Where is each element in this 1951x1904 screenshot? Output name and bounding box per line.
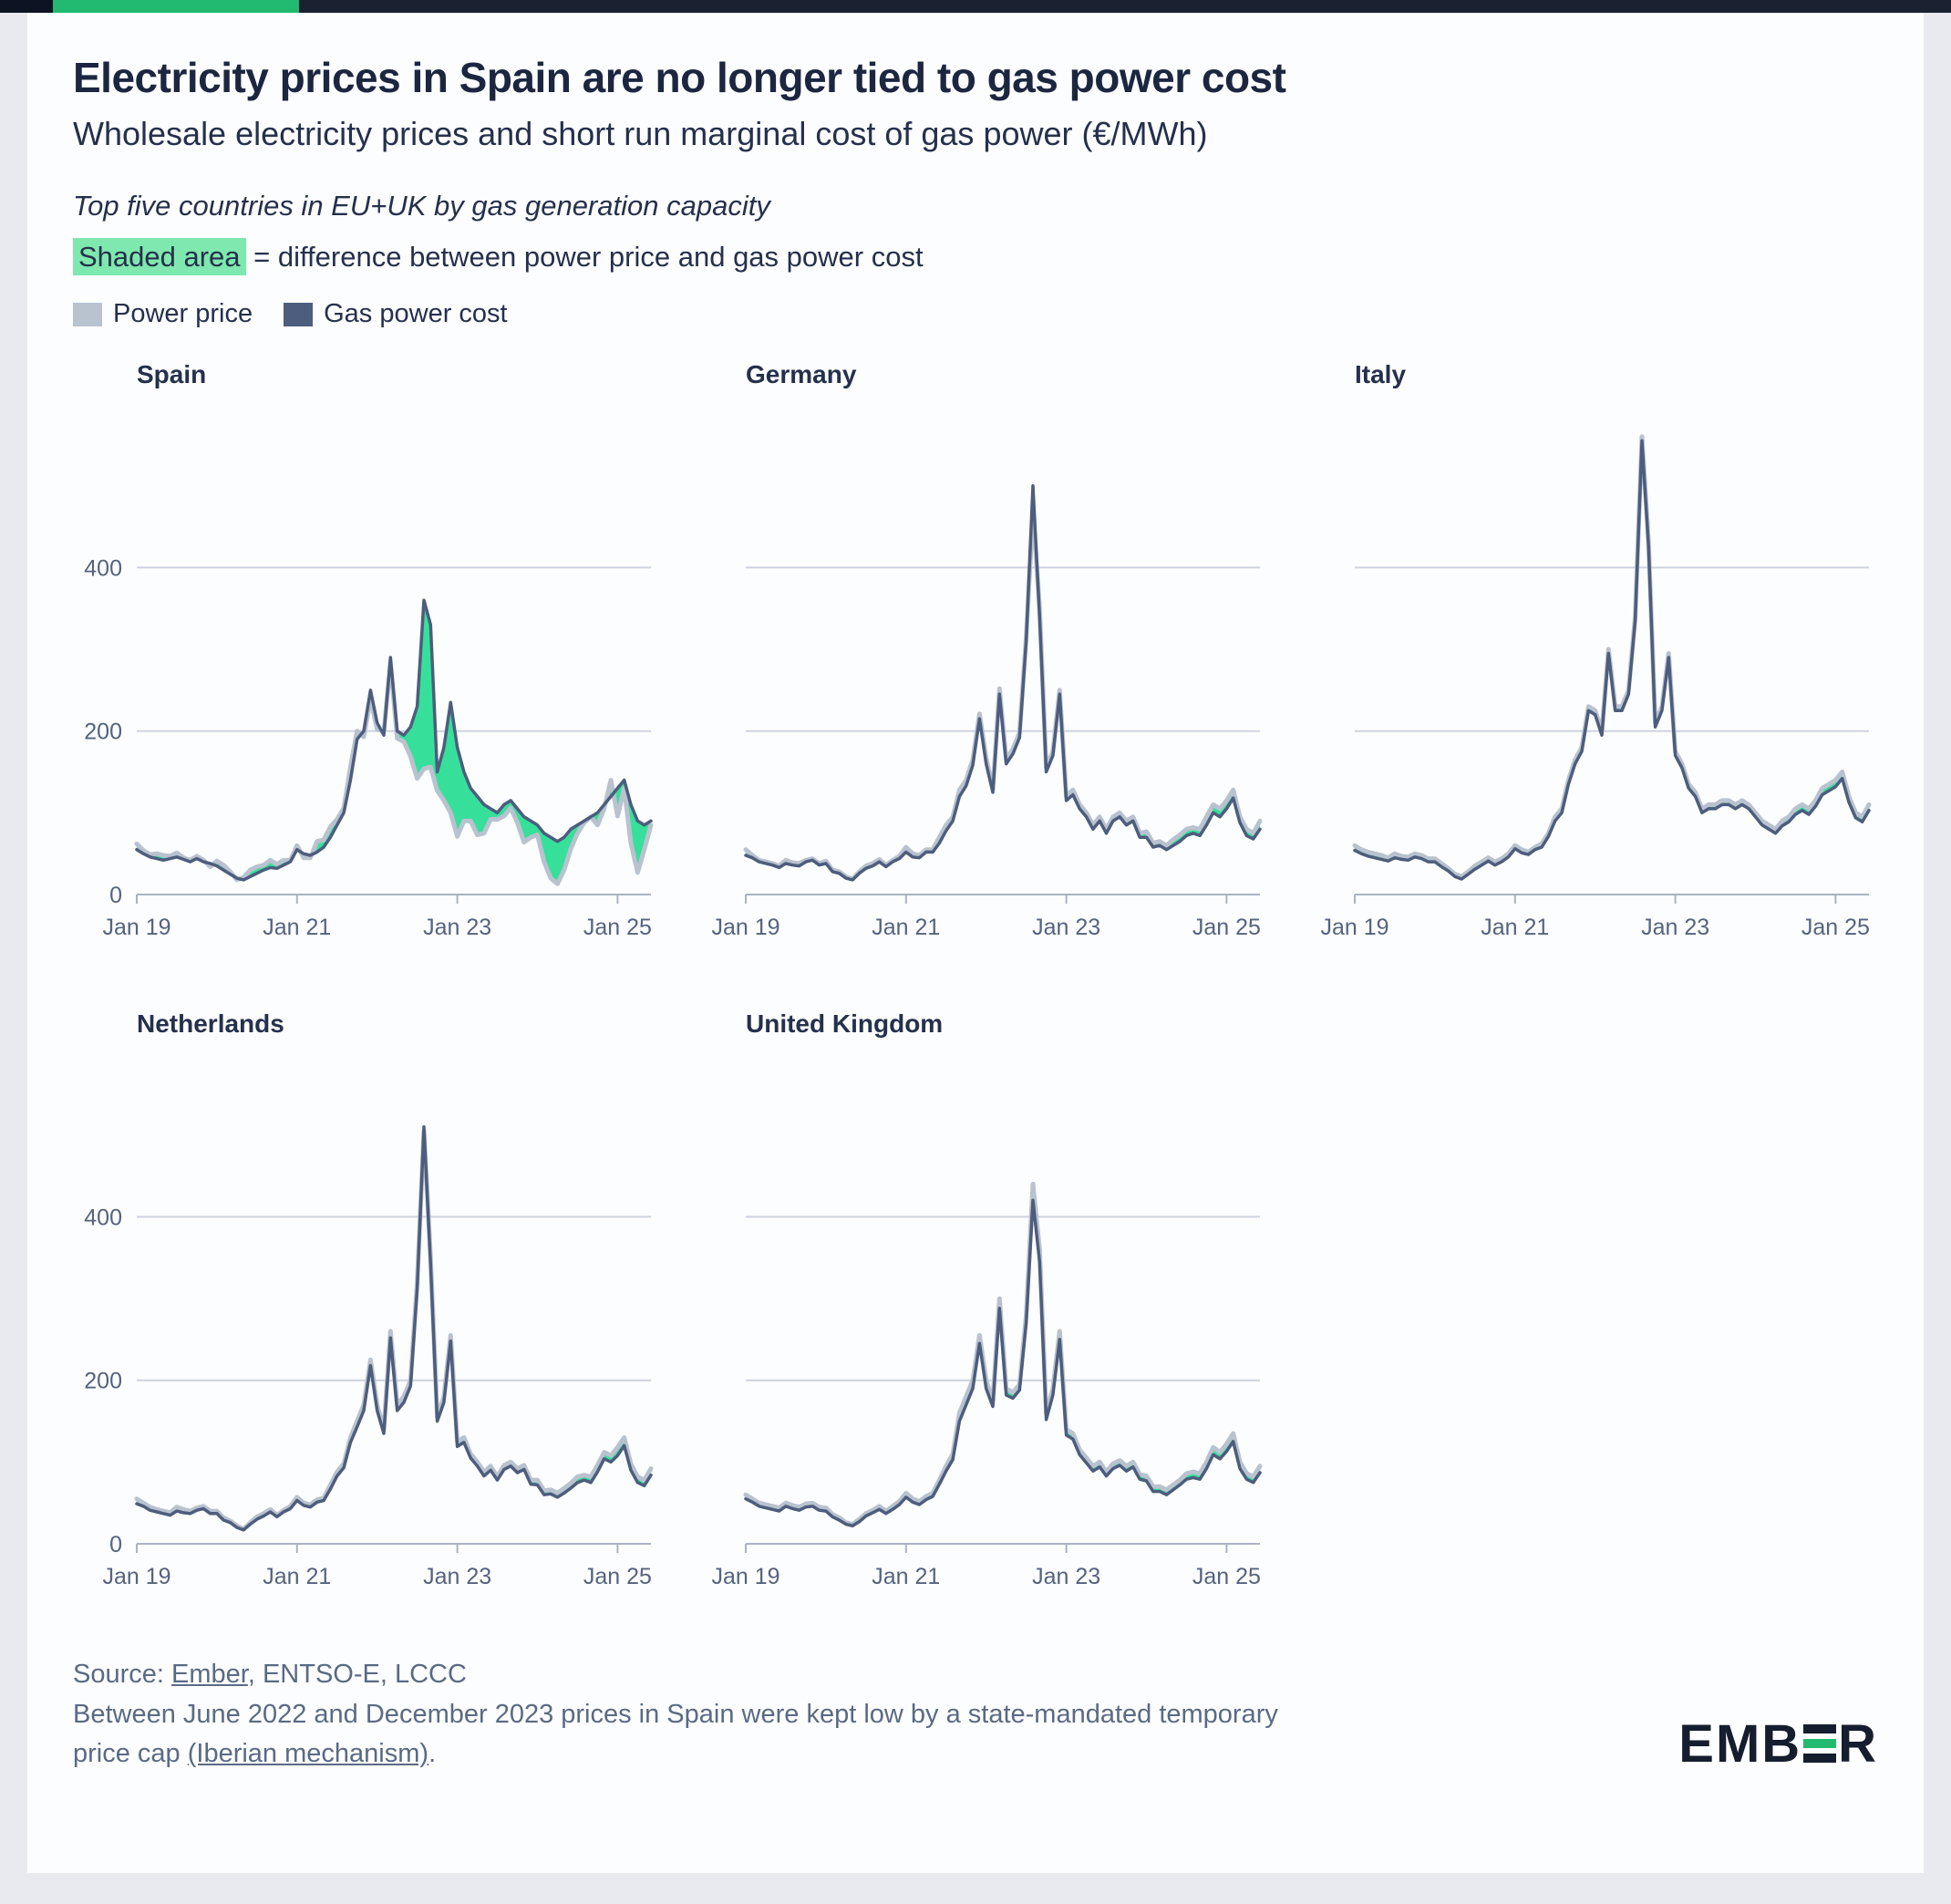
svg-text:Jan 25: Jan 25 — [1801, 915, 1870, 940]
footer-text: Source: Ember, ENTSO-E, LCCC Between Jun… — [73, 1655, 1295, 1775]
svg-text:400: 400 — [84, 555, 122, 581]
svg-text:Jan 25: Jan 25 — [583, 1564, 652, 1589]
svg-text:0: 0 — [109, 883, 122, 908]
source-link-ember[interactable]: Ember — [171, 1660, 248, 1689]
source-label: Source: — [73, 1660, 171, 1689]
svg-text:Jan 23: Jan 23 — [423, 1564, 491, 1589]
chart-plot-united-kingdom: Jan 19 Jan 21 Jan 23 Jan 25 — [711, 1182, 1263, 1589]
capacity-note: Top five countries in EU+UK by gas gener… — [73, 190, 770, 222]
chart-germany: Germany Jan 19 Jan 21 Jan 23 Jan 25 — [682, 360, 1273, 966]
footer: Source: Ember, ENTSO-E, LCCC Between Jun… — [73, 1655, 1878, 1775]
svg-text:Jan 21: Jan 21 — [872, 1564, 940, 1589]
power-price-swatch — [73, 302, 102, 326]
svg-text:Jan 21: Jan 21 — [1481, 915, 1549, 940]
svg-text:Jan 19: Jan 19 — [102, 1564, 170, 1589]
chart-united-kingdom: United Kingdom Jan 19 Jan 21 Jan 23 Jan 25 — [682, 1009, 1273, 1615]
chart-title-spain: Spain — [137, 360, 207, 388]
svg-text:0: 0 — [109, 1532, 122, 1557]
page-title: Electricity prices in Spain are no longe… — [73, 54, 1286, 101]
chart-plot-spain: 0 200 400 Jan 19 Jan 21 Jan 23 Jan 25 — [84, 555, 654, 940]
top-bar-segment-navy — [299, 0, 1951, 13]
chart-card: Electricity prices in Spain are no longe… — [27, 13, 1924, 1873]
ember-logo: EMB R — [1678, 1713, 1878, 1775]
shaded-area-explainer: Shaded area = difference between power p… — [73, 238, 1878, 275]
svg-text:Jan 19: Jan 19 — [711, 1564, 779, 1589]
chart-title-germany: Germany — [746, 360, 857, 388]
chart-netherlands: Netherlands 0 200 400 Jan 19 Jan 21 Jan 23 Jan… — [73, 1009, 664, 1615]
svg-text:200: 200 — [84, 719, 122, 745]
chart-spain: Spain 0 200 400 Jan 19 Jan 21 Jan 23 Jan 25 — [73, 360, 664, 966]
legend: Power price Gas power cost — [73, 299, 1878, 329]
shaded-area-text: = difference between power price and gas… — [245, 241, 924, 273]
shaded-area-highlight: Shaded area — [73, 238, 246, 275]
svg-text:Jan 25: Jan 25 — [583, 915, 652, 940]
svg-text:400: 400 — [84, 1205, 122, 1230]
gas-power-cost-label: Gas power cost — [324, 299, 508, 328]
ember-logo-right: R — [1838, 1713, 1878, 1774]
svg-text:Jan 19: Jan 19 — [711, 915, 779, 940]
svg-text:Jan 23: Jan 23 — [1641, 915, 1709, 940]
top-bar-segment-green — [53, 0, 299, 13]
source-rest: , ENTSO-E, LCCC — [247, 1660, 467, 1689]
svg-text:Jan 25: Jan 25 — [1192, 1564, 1261, 1589]
chart-plot-germany: Jan 19 Jan 21 Jan 23 Jan 25 — [711, 483, 1263, 940]
chart-title-united-kingdom: United Kingdom — [746, 1009, 944, 1038]
iberian-mechanism-link[interactable]: (Iberian mechanism) — [187, 1739, 429, 1768]
top-accent-bar — [0, 0, 1951, 13]
page-subtitle: Wholesale electricity prices and short r… — [73, 115, 1208, 152]
power-price-label: Power price — [113, 299, 253, 328]
iberian-note-text: Between June 2022 and December 2023 pric… — [73, 1699, 1278, 1769]
gas-power-cost-swatch — [284, 302, 314, 326]
legend-item-gas-power-cost: Gas power cost — [284, 299, 508, 329]
ember-logo-stylized-e-icon — [1803, 1724, 1837, 1763]
small-multiples-grid: Spain 0 200 400 Jan 19 Jan 21 Jan 23 Jan 25 Ge… — [73, 360, 1878, 1615]
svg-text:Jan 25: Jan 25 — [1192, 915, 1261, 940]
chart-title-netherlands: Netherlands — [137, 1009, 284, 1038]
iberian-note-suffix: . — [428, 1739, 437, 1768]
svg-text:Jan 23: Jan 23 — [423, 915, 491, 940]
svg-text:Jan 23: Jan 23 — [1032, 915, 1100, 940]
svg-text:Jan 21: Jan 21 — [263, 915, 331, 940]
svg-text:Jan 21: Jan 21 — [872, 915, 940, 940]
chart-plot-netherlands: 0 200 400 Jan 19 Jan 21 Jan 23 Jan 25 — [84, 1125, 654, 1589]
chart-italy: Italy Jan 19 Jan 21 Jan 23 Jan 25 — [1291, 360, 1882, 966]
top-bar-segment-dark — [0, 0, 53, 13]
ember-logo-left: EMB — [1678, 1713, 1802, 1774]
svg-text:Jan 19: Jan 19 — [102, 915, 170, 940]
svg-text:Jan 23: Jan 23 — [1032, 1564, 1100, 1589]
svg-text:Jan 21: Jan 21 — [263, 1564, 331, 1589]
svg-text:200: 200 — [84, 1369, 122, 1394]
chart-title-italy: Italy — [1355, 360, 1407, 388]
chart-plot-italy: Jan 19 Jan 21 Jan 23 Jan 25 — [1320, 434, 1872, 940]
svg-text:Jan 19: Jan 19 — [1320, 915, 1388, 940]
legend-item-power-price: Power price — [73, 299, 253, 329]
